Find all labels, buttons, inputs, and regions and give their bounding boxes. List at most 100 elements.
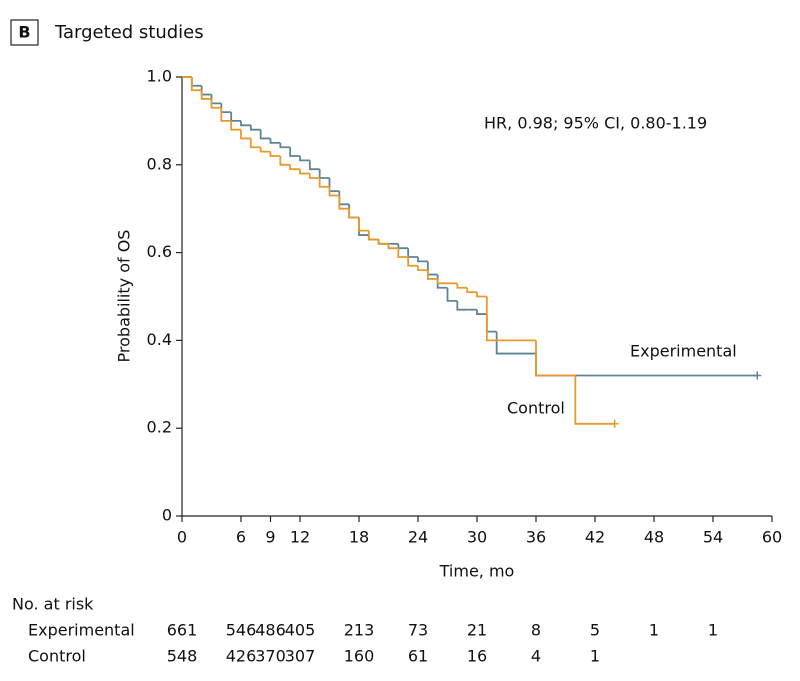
x-tick-label: 48 bbox=[644, 528, 664, 547]
x-tick-label: 0 bbox=[177, 528, 187, 547]
at-risk-count: 426 bbox=[226, 647, 257, 666]
at-risk-count: 307 bbox=[285, 647, 316, 666]
survival-step bbox=[259, 147, 271, 153]
y-tick-label: 0.4 bbox=[147, 330, 172, 349]
survival-step bbox=[476, 292, 487, 298]
x-tick-label: 12 bbox=[290, 528, 310, 547]
panel-label: B bbox=[18, 23, 30, 42]
at-risk-count: 405 bbox=[285, 621, 316, 640]
survival-step bbox=[230, 112, 241, 122]
survival-step bbox=[299, 169, 310, 175]
survival-step bbox=[485, 296, 497, 342]
y-tick-label: 0.6 bbox=[147, 242, 172, 261]
survival-step bbox=[269, 151, 281, 157]
survival-step bbox=[358, 217, 369, 236]
survival-step bbox=[289, 164, 300, 171]
y-tick-label: 0.8 bbox=[147, 154, 172, 173]
survival-step bbox=[299, 156, 310, 162]
survival-step bbox=[387, 243, 399, 250]
at-risk-row-label: Control bbox=[28, 647, 86, 666]
at-risk-count: 213 bbox=[344, 621, 375, 640]
survival-step bbox=[377, 239, 389, 245]
survival-step bbox=[407, 256, 418, 267]
survival-step bbox=[308, 173, 320, 179]
y-tick-label: 0.2 bbox=[147, 418, 172, 437]
at-risk-count: 4 bbox=[531, 647, 541, 666]
survival-step bbox=[417, 265, 428, 272]
survival-step bbox=[269, 138, 281, 144]
y-tick-label: 1.0 bbox=[147, 67, 172, 86]
survival-step bbox=[436, 274, 448, 289]
survival-step bbox=[259, 129, 271, 140]
at-risk-count: 546 bbox=[226, 621, 257, 640]
annotation: HR, 0.98; 95% CI, 0.80-1.19 bbox=[484, 114, 707, 133]
y-axis-label: Probability of OS bbox=[115, 230, 134, 363]
survival-step bbox=[348, 204, 359, 219]
survival-step bbox=[249, 125, 261, 131]
x-tick-label: 6 bbox=[236, 528, 246, 547]
x-tick-label: 24 bbox=[408, 528, 428, 547]
survival-step bbox=[279, 156, 291, 166]
x-tick-label: 18 bbox=[349, 528, 369, 547]
survival-step bbox=[348, 208, 359, 219]
survival-step bbox=[200, 85, 212, 96]
at-risk-count: 1 bbox=[590, 647, 600, 666]
x-tick-label: 42 bbox=[585, 528, 605, 547]
survival-step bbox=[466, 287, 477, 294]
at-risk-row-label: Experimental bbox=[28, 621, 135, 640]
at-risk-count: 16 bbox=[467, 647, 487, 666]
at-risk-count: 370 bbox=[255, 647, 286, 666]
survival-step bbox=[495, 331, 536, 355]
survival-step bbox=[240, 129, 251, 140]
at-risk-count: 661 bbox=[167, 621, 198, 640]
survival-step bbox=[318, 177, 330, 188]
survival-step bbox=[190, 77, 202, 92]
survival-step bbox=[328, 177, 340, 193]
x-axis-label: Time, mo bbox=[439, 562, 515, 581]
survival-step bbox=[240, 120, 251, 127]
survival-step bbox=[426, 270, 438, 280]
x-tick-label: 30 bbox=[467, 528, 487, 547]
survival-step bbox=[456, 300, 468, 311]
at-risk-count: 548 bbox=[167, 647, 198, 666]
y-tick-label: 0 bbox=[162, 506, 172, 525]
survival-step bbox=[210, 94, 222, 105]
survival-step bbox=[220, 107, 232, 122]
at-risk-title: No. at risk bbox=[12, 595, 94, 614]
panel-box bbox=[10, 19, 39, 46]
survival-step bbox=[338, 195, 350, 210]
at-risk-count: 160 bbox=[344, 647, 375, 666]
at-risk-count: 1 bbox=[649, 621, 659, 640]
survival-step bbox=[446, 287, 458, 302]
chart-title: Targeted studies bbox=[54, 22, 204, 43]
censor-mark bbox=[610, 419, 619, 428]
survival-step bbox=[328, 186, 340, 197]
survival-step bbox=[289, 147, 300, 157]
at-risk-count: 1 bbox=[708, 621, 718, 640]
survival-step bbox=[485, 314, 497, 333]
survival-step bbox=[190, 77, 202, 87]
censor-mark bbox=[753, 371, 762, 380]
survival-step bbox=[535, 340, 576, 377]
survival-step bbox=[476, 309, 487, 315]
survival-step bbox=[397, 248, 409, 258]
at-risk-count: 5 bbox=[590, 621, 600, 640]
at-risk-count: 8 bbox=[531, 621, 541, 640]
survival-step bbox=[426, 261, 438, 276]
survival-step bbox=[318, 169, 330, 179]
survival-step bbox=[358, 217, 369, 232]
at-risk-count: 73 bbox=[408, 621, 428, 640]
survival-step bbox=[397, 243, 409, 250]
survival-step bbox=[338, 191, 350, 206]
survival-step bbox=[456, 283, 468, 289]
survival-step bbox=[249, 138, 261, 149]
survival-step bbox=[407, 248, 418, 258]
survival-step bbox=[279, 142, 291, 149]
at-risk-count: 61 bbox=[408, 647, 428, 666]
survival-step bbox=[308, 160, 320, 171]
survival-step bbox=[220, 103, 232, 114]
x-tick-label: 54 bbox=[703, 528, 723, 547]
survival-step bbox=[367, 230, 379, 241]
survival-step bbox=[230, 120, 241, 131]
